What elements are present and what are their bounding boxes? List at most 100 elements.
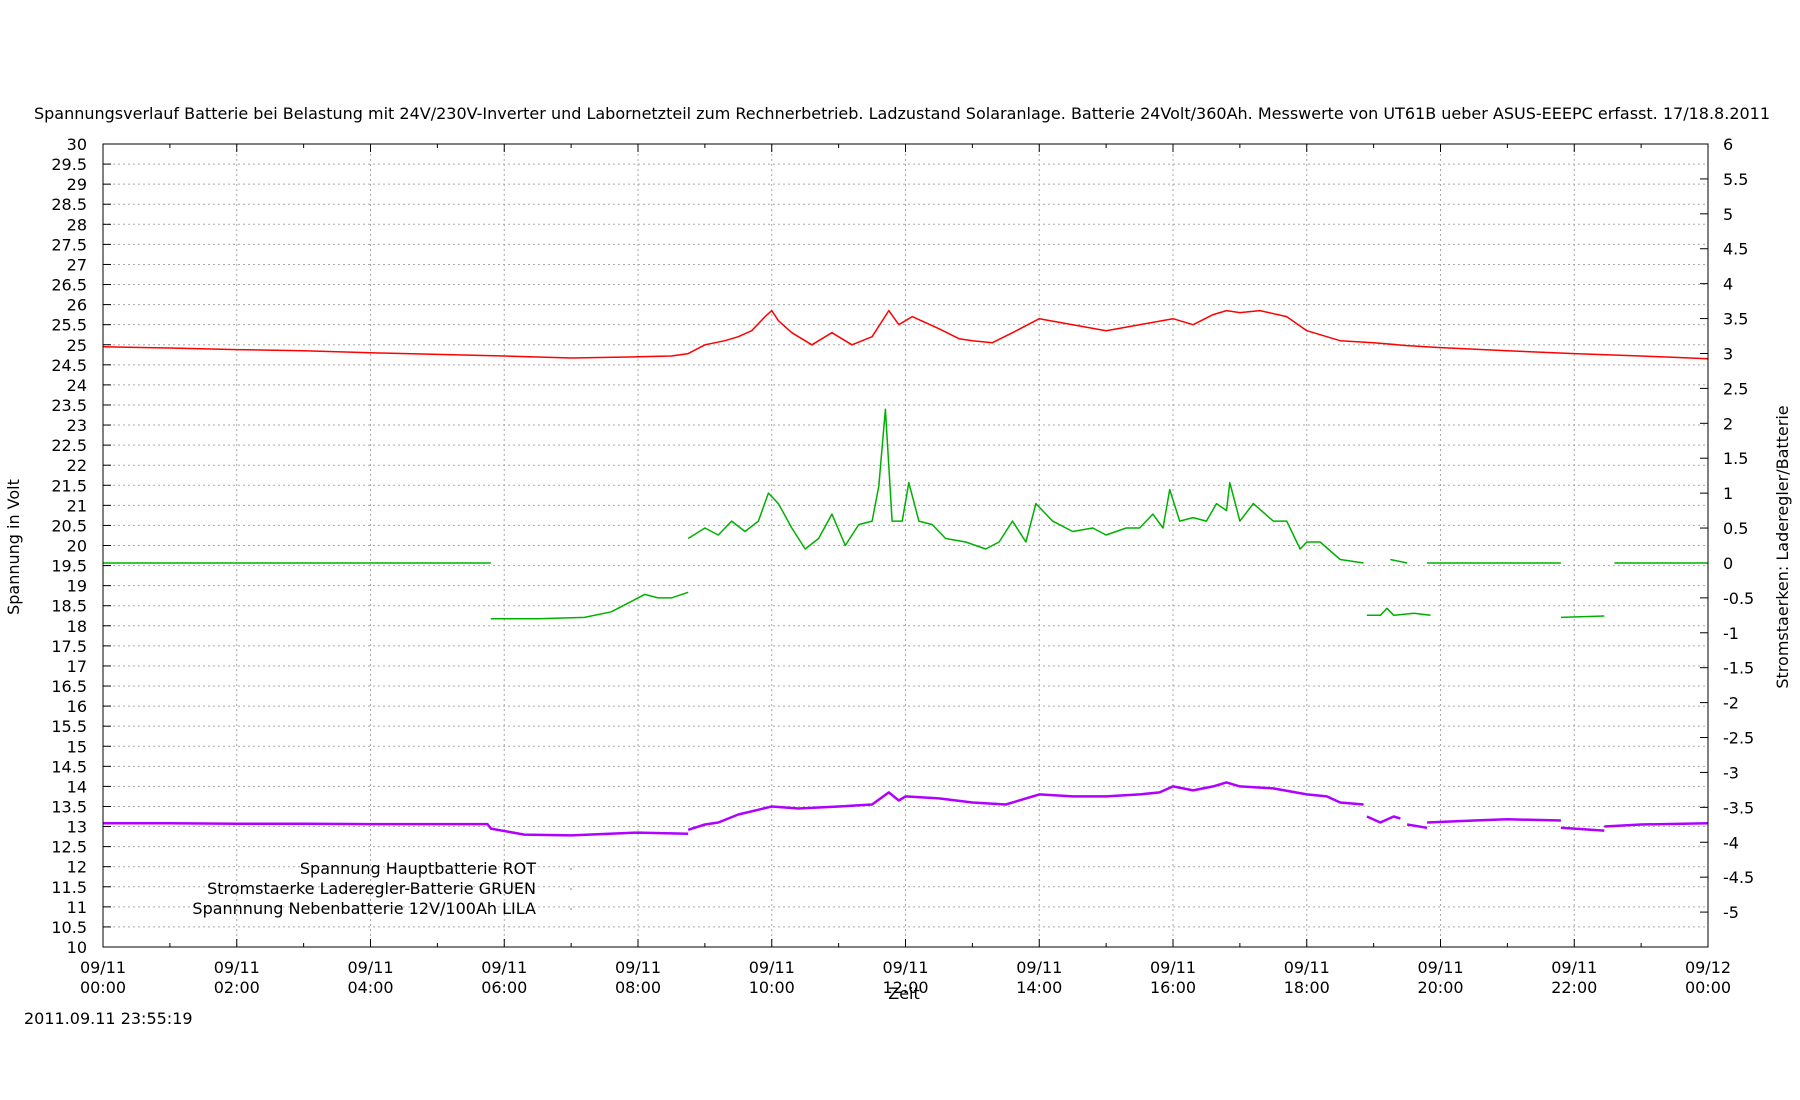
y2-tick-label: -5 — [1723, 903, 1739, 922]
y-tick-label: 17 — [67, 657, 87, 676]
x-tick-date-label: 09/11 — [1150, 958, 1196, 977]
y-tick-label: 11.5 — [51, 878, 87, 897]
x-tick-date-label: 09/11 — [347, 958, 393, 977]
series-line-3 — [1560, 826, 1605, 832]
y-tick-label: 25.5 — [51, 316, 87, 335]
grid — [103, 144, 1708, 947]
y2-tick-label: 2.5 — [1723, 379, 1748, 398]
timestamp: 2011.09.11 23:55:19 — [24, 1009, 193, 1028]
y2-tick-label: 4.5 — [1723, 240, 1748, 259]
y2-tick-label: -2.5 — [1723, 729, 1754, 748]
series-group — [102, 309, 1709, 837]
y-tick-label: 23.5 — [51, 396, 87, 415]
y-tick-label: 29.5 — [51, 155, 87, 174]
x-tick-time-label: 02:00 — [214, 978, 260, 997]
legend-label-1: Spannung Hauptbatterie ROT — [300, 859, 536, 878]
x-tick-date-label: 09/11 — [1551, 958, 1597, 977]
y2-tick-label: -1 — [1723, 624, 1739, 643]
y2-tick-label: -4.5 — [1723, 868, 1754, 887]
y-tick-label: 14 — [67, 777, 87, 796]
x-tick-date-label: 09/12 — [1685, 958, 1731, 977]
x-tick-labels: 09/1100:0009/1102:0009/1104:0009/1106:00… — [80, 958, 1731, 997]
y2-tick-labels: -5 -4.5 -4 -3.5 -3 -2.5 -2 -1.5 -1 -0.5 0 0.5 1 1.5 2 2… — [1723, 135, 1754, 922]
x-tick-time-label: 08:00 — [615, 978, 661, 997]
y-tick-label: 14.5 — [51, 757, 87, 776]
x-tick-time-label: 14:00 — [1016, 978, 1062, 997]
x-tick-time-label: 20:00 — [1417, 978, 1463, 997]
x-tick-time-label: 10:00 — [749, 978, 795, 997]
y2-tick-label: 1.5 — [1723, 449, 1748, 468]
y-tick-label: 18.5 — [51, 597, 87, 616]
y2-axis-title: Stromstaerken: Laderegler/Batterie — [1773, 405, 1792, 688]
y-axis-title: Spannung in Volt — [4, 479, 23, 615]
y-tick-label: 11 — [67, 898, 87, 917]
y2-tick-label: -4 — [1723, 833, 1739, 852]
x-tick-date-label: 09/11 — [1016, 958, 1062, 977]
series-line-1 — [102, 309, 1709, 360]
y2-tick-label: 0.5 — [1723, 519, 1748, 538]
x-tick-time-label: 00:00 — [80, 978, 126, 997]
x-tick-time-label: 06:00 — [481, 978, 527, 997]
x-tick-date-label: 09/11 — [481, 958, 527, 977]
y-tick-label: 18 — [67, 617, 87, 636]
y-tick-label: 29 — [67, 175, 87, 194]
series-line-3 — [687, 781, 1364, 831]
series-line-2 — [687, 408, 1364, 564]
y2-tick-label: 5.5 — [1723, 170, 1748, 189]
y2-tick-label: -3 — [1723, 763, 1739, 782]
y2-tick-label: 6 — [1723, 135, 1733, 154]
y-tick-label: 21.5 — [51, 476, 87, 495]
y-tick-label: 15.5 — [51, 717, 87, 736]
x-axis-title: Zeit — [888, 984, 920, 1003]
y-tick-label: 28 — [67, 215, 87, 234]
y-tick-label: 19 — [67, 577, 87, 596]
x-tick-date-label: 09/11 — [882, 958, 928, 977]
tick-marks — [102, 143, 1709, 948]
x-tick-date-label: 09/11 — [1417, 958, 1463, 977]
y-tick-label: 22.5 — [51, 436, 87, 455]
y2-tick-label: 2 — [1723, 414, 1733, 433]
plot-frame — [102, 143, 1709, 948]
x-tick-time-label: 04:00 — [347, 978, 393, 997]
chart-title: Spannungsverlauf Batterie bei Belastung … — [34, 104, 1770, 123]
x-tick-date-label: 09/11 — [1284, 958, 1330, 977]
x-tick-time-label: 00:00 — [1685, 978, 1731, 997]
x-tick-date-label: 09/11 — [80, 958, 126, 977]
y2-tick-label: -0.5 — [1723, 589, 1754, 608]
series-line-2 — [1560, 615, 1605, 619]
series-line-2 — [1390, 558, 1408, 564]
x-tick-time-label: 12:00 — [882, 978, 928, 997]
y-tick-label: 16.5 — [51, 677, 87, 696]
y2-tick-label: 4 — [1723, 275, 1733, 294]
y-tick-label: 13 — [67, 818, 87, 837]
y-tick-label: 10 — [67, 938, 87, 957]
y-tick-label: 21 — [67, 496, 87, 515]
x-tick-time-label: 22:00 — [1551, 978, 1597, 997]
y2-tick-label: -2 — [1723, 694, 1739, 713]
y2-tick-label: 3.5 — [1723, 310, 1748, 329]
y-tick-label: 16 — [67, 697, 87, 716]
y2-tick-label: -3.5 — [1723, 798, 1754, 817]
y-tick-label: 26.5 — [51, 276, 87, 295]
series-line-2 — [1366, 607, 1431, 617]
y-tick-label: 19.5 — [51, 557, 87, 576]
series-line-3 — [103, 822, 689, 837]
y-tick-label: 20.5 — [51, 516, 87, 535]
x-tick-date-label: 09/11 — [749, 958, 795, 977]
y2-tick-label: 5 — [1723, 205, 1733, 224]
y-tick-label: 17.5 — [51, 637, 87, 656]
series-line-3 — [1406, 823, 1428, 830]
y-tick-label: 22 — [67, 456, 87, 475]
legend-label-2: Stromstaerke Laderegler-Batterie GRUEN — [207, 879, 536, 898]
y-tick-label: 20 — [67, 537, 87, 556]
x-tick-date-label: 09/11 — [214, 958, 260, 977]
series-line-3 — [1366, 815, 1401, 824]
y-tick-label: 10.5 — [51, 918, 87, 937]
y2-tick-label: -1.5 — [1723, 659, 1754, 678]
y-tick-label: 28.5 — [51, 195, 87, 214]
y-tick-label: 12.5 — [51, 838, 87, 857]
y-tick-label: 25 — [67, 336, 87, 355]
